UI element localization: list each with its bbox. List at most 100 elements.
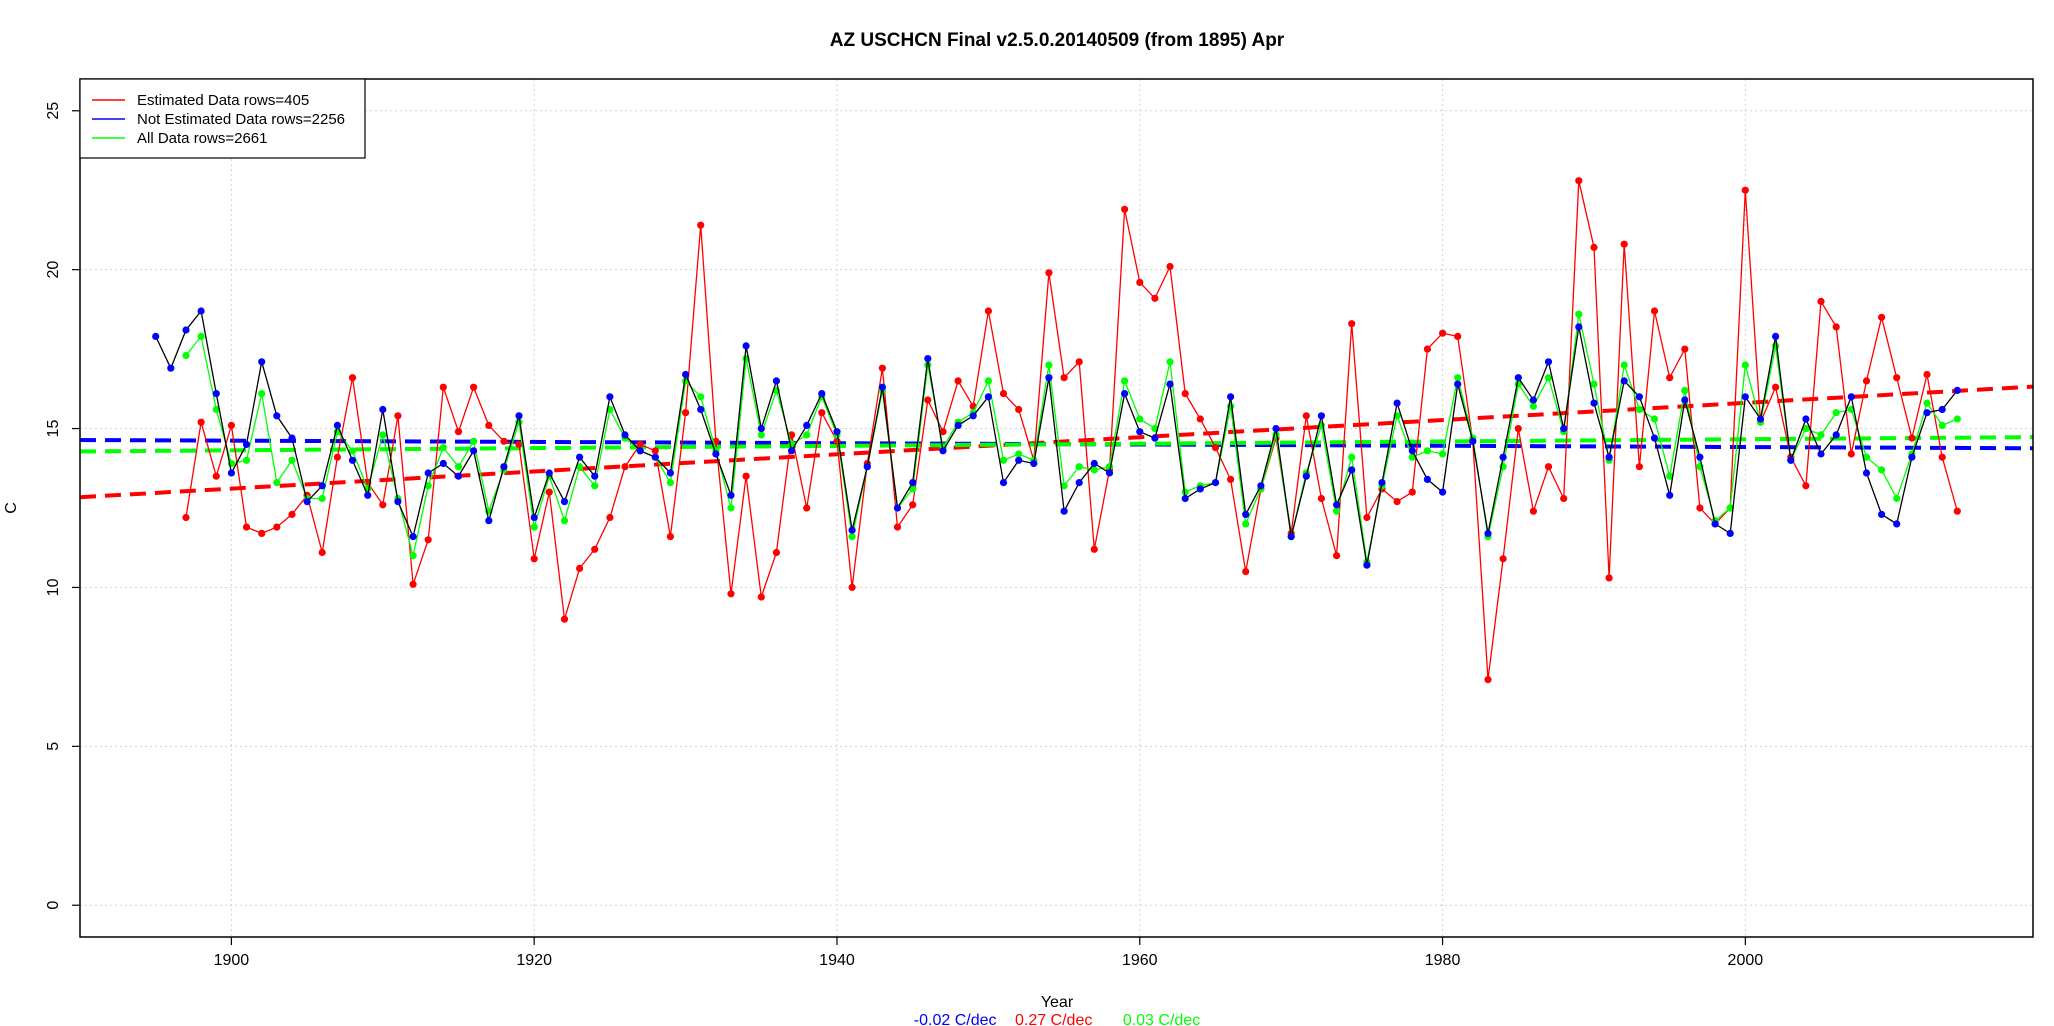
- data-point-estimated: [939, 428, 947, 436]
- data-point-all: [803, 431, 811, 439]
- legend-label-not-estimated: Not Estimated Data rows=2256: [137, 111, 345, 128]
- data-point-all: [984, 377, 993, 385]
- data-point-all: [1090, 466, 1098, 474]
- data-point-estimated: [530, 555, 538, 563]
- data-point-all: [1136, 415, 1144, 423]
- data-point-all: [1893, 494, 1901, 503]
- data-point-all: [288, 456, 296, 464]
- data-point-all: [1439, 450, 1447, 458]
- data-point-all: [1590, 380, 1598, 388]
- data-point-not-estimated: [258, 358, 266, 366]
- data-point-estimated: [1045, 269, 1053, 277]
- data-point-estimated: [470, 383, 478, 391]
- data-point-not-estimated: [1257, 482, 1265, 490]
- data-point-all: [909, 485, 917, 493]
- legend-label-estimated: Estimated Data rows=405: [137, 92, 309, 109]
- data-point-not-estimated: [288, 434, 296, 442]
- data-point-estimated: [1817, 297, 1825, 305]
- data-point-not-estimated: [1711, 520, 1719, 528]
- data-point-not-estimated: [742, 342, 750, 350]
- x-tick-label: 1980: [1425, 952, 1461, 969]
- data-point-estimated: [454, 428, 463, 436]
- data-point-all: [1681, 386, 1689, 394]
- data-point-estimated: [545, 488, 553, 496]
- data-point-all: [1878, 466, 1886, 474]
- data-point-all: [258, 390, 266, 398]
- data-point-estimated: [560, 615, 569, 623]
- data-point-estimated: [1772, 383, 1780, 391]
- data-point-not-estimated: [1121, 390, 1129, 398]
- data-point-estimated: [757, 593, 765, 601]
- data-point-not-estimated: [227, 469, 235, 477]
- data-point-estimated: [1560, 494, 1568, 503]
- data-point-not-estimated: [576, 453, 584, 461]
- data-point-all: [1635, 405, 1643, 414]
- data-point-not-estimated: [197, 307, 205, 315]
- data-point-all: [1166, 358, 1174, 366]
- data-point-estimated: [1514, 425, 1522, 433]
- data-point-estimated: [1529, 507, 1537, 515]
- data-point-not-estimated: [1075, 479, 1083, 487]
- data-point-estimated: [772, 548, 781, 557]
- data-point-not-estimated: [1469, 437, 1477, 445]
- data-point-not-estimated: [878, 383, 887, 391]
- data-point-estimated: [1060, 374, 1068, 382]
- data-point-all: [1817, 431, 1825, 439]
- data-point-not-estimated: [1211, 479, 1220, 487]
- data-point-not-estimated: [242, 440, 251, 448]
- data-point-not-estimated: [924, 355, 932, 363]
- data-point-estimated: [636, 440, 644, 448]
- data-point-not-estimated: [1045, 374, 1053, 382]
- data-point-estimated: [1484, 676, 1492, 684]
- data-point-estimated: [1696, 504, 1704, 512]
- data-point-not-estimated: [697, 405, 705, 414]
- data-point-not-estimated: [560, 498, 569, 506]
- data-point-estimated: [258, 529, 266, 538]
- data-point-all: [454, 463, 463, 471]
- data-point-estimated: [651, 447, 659, 455]
- data-point-estimated: [606, 513, 614, 522]
- data-point-not-estimated: [409, 533, 417, 541]
- data-point-not-estimated: [454, 472, 463, 480]
- data-point-not-estimated: [348, 456, 357, 464]
- data-point-not-estimated: [1575, 323, 1583, 331]
- data-point-not-estimated: [666, 469, 675, 477]
- grid: [80, 79, 2033, 937]
- data-point-estimated: [1333, 552, 1341, 560]
- data-point-estimated: [1499, 555, 1507, 563]
- data-point-estimated: [999, 390, 1008, 398]
- data-point-not-estimated: [1772, 332, 1780, 340]
- data-point-not-estimated: [1756, 415, 1765, 423]
- data-point-not-estimated: [1181, 494, 1189, 503]
- data-point-estimated: [1878, 313, 1886, 321]
- data-point-not-estimated: [1105, 469, 1114, 477]
- data-point-not-estimated: [439, 459, 447, 468]
- data-point-not-estimated: [999, 479, 1008, 487]
- data-point-not-estimated: [818, 390, 826, 398]
- data-point-not-estimated: [530, 513, 538, 522]
- data-point-not-estimated: [167, 364, 175, 372]
- data-point-not-estimated: [212, 390, 220, 398]
- data-point-estimated: [318, 548, 326, 557]
- data-point-not-estimated: [1817, 450, 1825, 458]
- data-point-estimated: [515, 440, 523, 448]
- data-point-estimated: [242, 523, 251, 531]
- data-point-estimated: [348, 374, 357, 382]
- data-point-all: [1938, 421, 1946, 429]
- data-point-not-estimated: [364, 491, 372, 499]
- data-point-estimated: [1317, 494, 1325, 503]
- data-point-not-estimated: [1514, 374, 1522, 382]
- data-point-not-estimated: [848, 526, 856, 534]
- data-point-not-estimated: [1227, 393, 1235, 401]
- data-point-estimated: [1439, 329, 1447, 337]
- data-point-all: [666, 479, 675, 487]
- data-point-not-estimated: [500, 463, 508, 471]
- data-point-not-estimated: [394, 498, 402, 506]
- data-point-not-estimated: [1802, 415, 1810, 423]
- data-point-estimated: [1121, 205, 1129, 213]
- data-point-not-estimated: [788, 447, 796, 455]
- data-point-not-estimated: [1060, 507, 1068, 515]
- data-point-estimated: [1211, 444, 1220, 452]
- data-point-estimated: [1151, 294, 1159, 302]
